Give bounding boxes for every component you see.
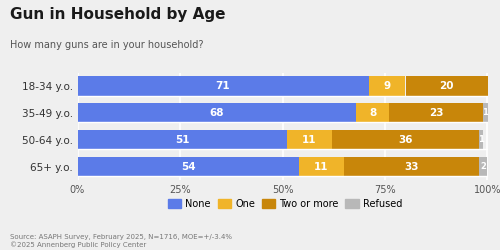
Bar <box>406 76 487 96</box>
Text: 33: 33 <box>404 162 419 172</box>
Text: Source: ASAPH Survey, February 2025, N=1716, MOE=+/-3.4%
©2025 Annenberg Public : Source: ASAPH Survey, February 2025, N=1… <box>10 234 232 247</box>
Bar <box>78 76 368 96</box>
Text: How many guns are in your household?: How many guns are in your household? <box>10 40 203 50</box>
Text: 20: 20 <box>439 81 454 91</box>
Bar <box>344 157 480 176</box>
Text: 68: 68 <box>210 108 224 118</box>
Text: 71: 71 <box>216 81 230 91</box>
Bar <box>484 103 488 122</box>
Legend: None, One, Two or more, Refused: None, One, Two or more, Refused <box>164 195 406 213</box>
Bar <box>78 130 286 149</box>
Bar <box>368 76 406 96</box>
Text: 1: 1 <box>478 135 484 144</box>
Text: 11: 11 <box>314 162 328 172</box>
Text: 51: 51 <box>175 135 190 145</box>
Bar <box>78 157 299 176</box>
Text: 8: 8 <box>369 108 376 118</box>
Bar <box>389 103 484 122</box>
Bar <box>286 130 332 149</box>
Bar <box>480 130 484 149</box>
Text: 23: 23 <box>429 108 444 118</box>
Text: 11: 11 <box>302 135 316 145</box>
Text: 2: 2 <box>480 162 486 171</box>
Bar <box>332 130 480 149</box>
Bar <box>78 103 356 122</box>
Bar <box>356 103 389 122</box>
Text: 1: 1 <box>482 108 488 117</box>
Text: 9: 9 <box>384 81 390 91</box>
Text: 54: 54 <box>181 162 196 172</box>
Bar <box>480 157 488 176</box>
Text: Gun in Household by Age: Gun in Household by Age <box>10 8 226 22</box>
Bar <box>299 157 344 176</box>
Text: 36: 36 <box>398 135 413 145</box>
